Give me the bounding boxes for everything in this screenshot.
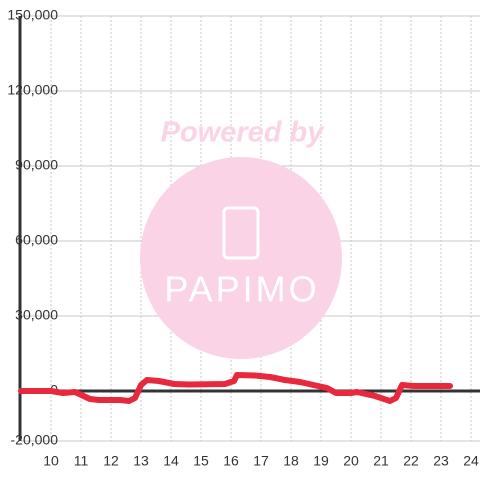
y-tick-label: 90,000 — [15, 157, 58, 173]
x-tick-label: 11 — [74, 453, 89, 469]
x-tick-label: 13 — [133, 453, 149, 469]
x-tick-label: 19 — [313, 453, 329, 469]
watermark-logo: PAPIMO — [164, 269, 319, 310]
x-tick-label: 22 — [403, 453, 419, 469]
y-tick-label: 120,000 — [7, 82, 58, 98]
x-tick-label: 16 — [223, 453, 239, 469]
y-tick-label: -20,000 — [11, 432, 59, 448]
x-tick-label: 21 — [373, 453, 389, 469]
watermark-phone — [222, 206, 260, 260]
x-tick-label: 17 — [253, 453, 269, 469]
x-tick-label: 20 — [343, 453, 359, 469]
y-tick-label: 60,000 — [15, 232, 58, 248]
x-tick-label: 14 — [163, 453, 179, 469]
x-tick-label: 23 — [433, 453, 449, 469]
x-tick-label: 15 — [193, 453, 209, 469]
y-tick-label: 30,000 — [15, 307, 58, 323]
plot: -20,000030,00060,00090,000120,000150,000… — [7, 7, 480, 469]
watermark: Powered by PAPIMO — [140, 117, 342, 359]
watermark-text: Powered by — [161, 117, 326, 149]
x-tick-label: 10 — [43, 453, 59, 469]
x-tick-label: 12 — [103, 453, 119, 469]
x-tick-label: 24 — [463, 453, 479, 469]
data-line — [18, 372, 453, 404]
y-tick-label: 150,000 — [7, 7, 58, 23]
x-tick-label: 18 — [283, 453, 299, 469]
